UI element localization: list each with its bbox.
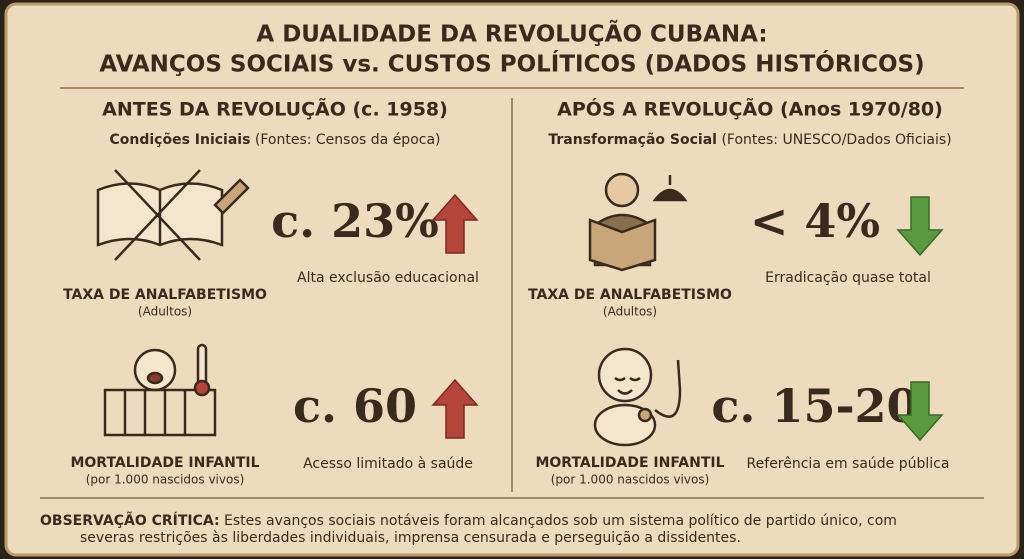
indicator-label: TAXA DE ANALFABETISMO bbox=[63, 287, 267, 303]
panel-subheading: Condições Iniciais (Fontes: Censos da ép… bbox=[109, 132, 440, 148]
indicator-sublabel: (Adultos) bbox=[138, 305, 192, 319]
note-text: severas restrições às liberdades individ… bbox=[80, 530, 741, 546]
subheading-source: (Fontes: Censos da época) bbox=[255, 132, 441, 148]
note: OBSERVAÇÃO CRÍTICA: Estes avanços sociai… bbox=[40, 512, 897, 529]
note-text: Estes avanços sociais notáveis foram alc… bbox=[224, 513, 897, 529]
stat-caption: Erradicação quase total bbox=[765, 270, 931, 286]
trend-arrow bbox=[431, 193, 479, 254]
panel-heading: APÓS A REVOLUÇÃO (Anos 1970/80) bbox=[557, 97, 943, 121]
subheading-bold: Transformação Social bbox=[548, 132, 717, 148]
title: AVANÇOS SOCIAIS vs. CUSTOS POLÍTICOS (DA… bbox=[99, 50, 924, 78]
baby-icon bbox=[593, 347, 682, 447]
stat-value: c. 15-20 bbox=[711, 379, 918, 433]
stat-caption: Referência em saúde pública bbox=[747, 456, 950, 472]
stat-value: c. 60 bbox=[293, 379, 417, 433]
trend-arrow bbox=[896, 381, 944, 442]
trend-arrow bbox=[431, 378, 479, 439]
subheading-source: (Fontes: UNESCO/Dados Oficiais) bbox=[721, 132, 951, 148]
subheading-bold: Condições Iniciais bbox=[109, 132, 250, 148]
reader-icon bbox=[588, 172, 688, 272]
crib-icon bbox=[103, 343, 217, 437]
indicator-sublabel: (Adultos) bbox=[603, 305, 657, 319]
indicator-label: TAXA DE ANALFABETISMO bbox=[528, 287, 732, 303]
indicator-sublabel: (por 1.000 nascidos vivos) bbox=[86, 473, 245, 487]
trend-arrow bbox=[896, 196, 944, 257]
stat-value: < 4% bbox=[750, 194, 880, 248]
indicator-label: MORTALIDADE INFANTIL bbox=[70, 455, 259, 471]
stat-caption: Alta exclusão educacional bbox=[297, 270, 479, 286]
book-icon bbox=[96, 169, 250, 261]
panel-heading: ANTES DA REVOLUÇÃO (c. 1958) bbox=[102, 97, 448, 121]
title: A DUALIDADE DA REVOLUÇÃO CUBANA: bbox=[256, 20, 767, 48]
stat-value: c. 23% bbox=[271, 194, 439, 248]
panel-subheading: Transformação Social (Fontes: UNESCO/Dad… bbox=[548, 132, 951, 148]
note-label: OBSERVAÇÃO CRÍTICA: bbox=[40, 512, 220, 529]
stat-caption: Acesso limitado à saúde bbox=[303, 456, 473, 472]
indicator-sublabel: (por 1.000 nascidos vivos) bbox=[551, 473, 710, 487]
indicator-label: MORTALIDADE INFANTIL bbox=[535, 455, 724, 471]
